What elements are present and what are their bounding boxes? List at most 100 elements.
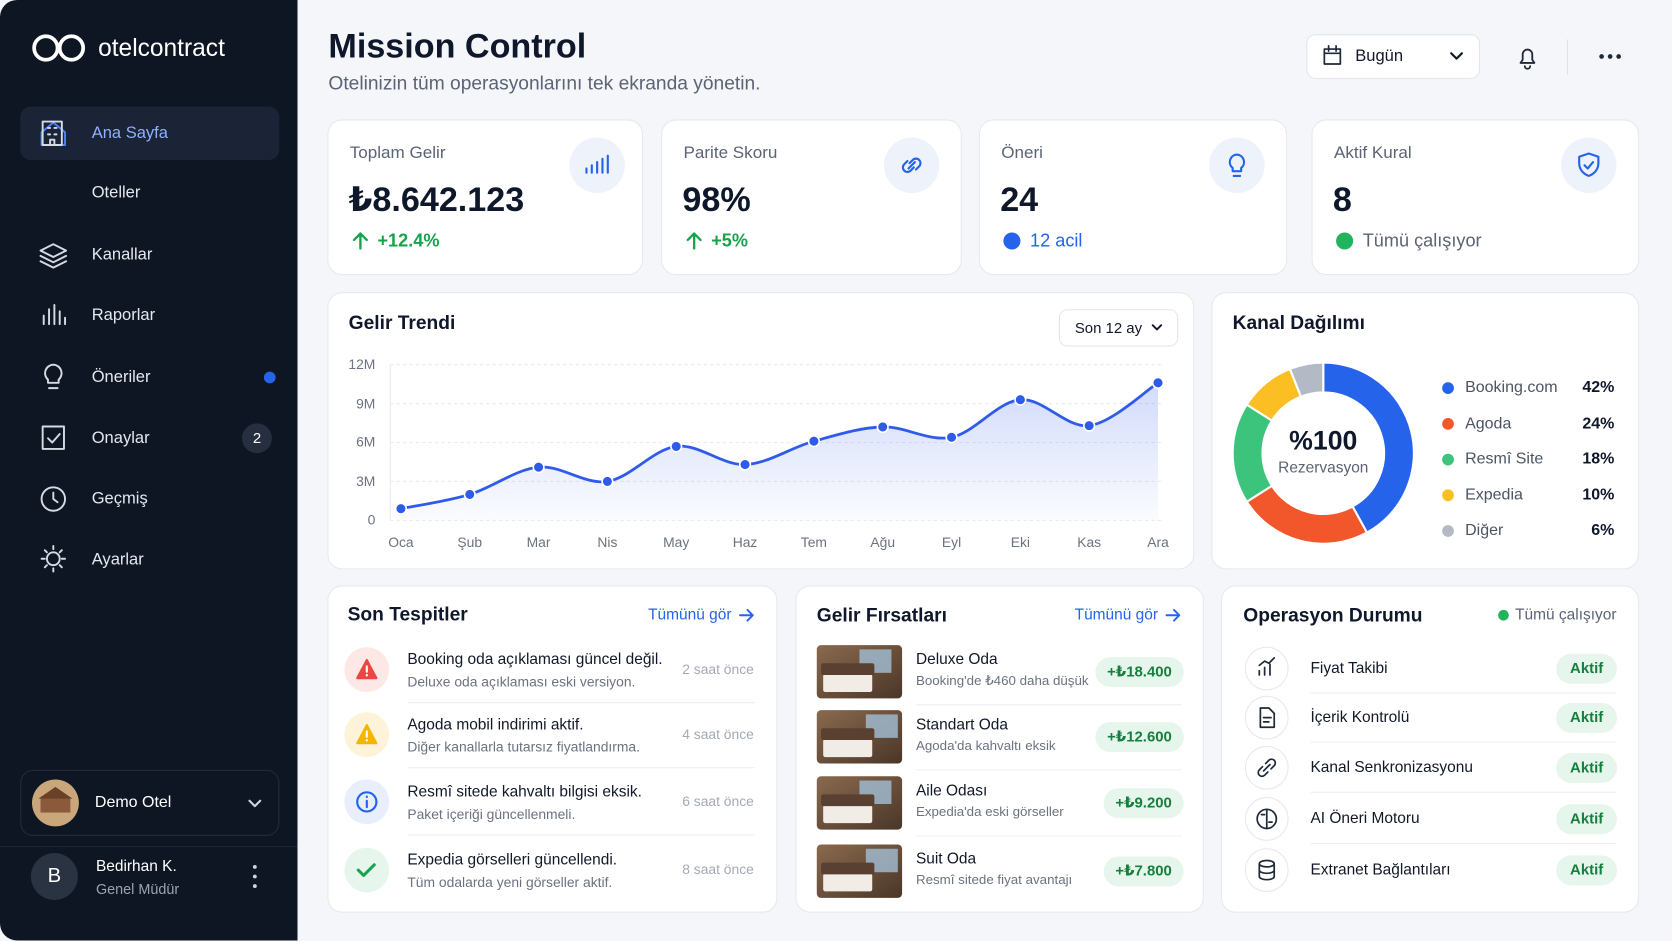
overall-status: Tümü çalışıyor — [1515, 606, 1617, 624]
room-thumbnail — [816, 776, 903, 830]
nav-label: Kanallar — [91, 245, 153, 264]
alert-desc: Diğer kanallarla tutarsız fiyatlandırma. — [407, 738, 640, 755]
slice — [1288, 361, 1325, 399]
alert-time: 2 saat önce — [682, 660, 754, 677]
hotel-name: Demo Otel — [94, 792, 172, 812]
section-title: Operasyon Durumu — [1243, 604, 1423, 626]
service-icon — [1258, 657, 1276, 676]
alert-title: Agoda mobil indirimi aktif. — [407, 716, 584, 734]
slice — [1322, 361, 1415, 535]
amount-pill: +₺7.800 — [1103, 856, 1184, 886]
service-name: AI Öneri Motoru — [1310, 810, 1420, 828]
legend-swatch — [1442, 489, 1454, 502]
point — [1151, 376, 1165, 389]
nav-label: Ayarlar — [91, 550, 144, 569]
date-filter[interactable] — [1306, 34, 1481, 79]
room-bed — [823, 805, 873, 824]
y-tick-label: 9M — [356, 394, 376, 411]
legend-value: 10% — [1582, 485, 1615, 504]
service-name: Kanal Senkronizasyonu — [1310, 759, 1473, 777]
status-pill: Aktif — [1556, 855, 1618, 885]
status-pill: Aktif — [1556, 753, 1618, 783]
x-tick-label: Nis — [597, 534, 618, 551]
point — [394, 502, 408, 515]
chevron — [248, 799, 262, 808]
room-bed — [823, 673, 873, 693]
status-dot — [1003, 232, 1021, 250]
up-arrow — [352, 232, 368, 250]
nav-icon — [40, 544, 67, 573]
detections-card — [327, 585, 778, 913]
alert-desc: Tüm odalarda yeni görseller aktif. — [407, 874, 613, 891]
service-name: İçerik Kontrolü — [1310, 709, 1410, 727]
kpi-value: 8 — [1332, 180, 1352, 219]
chart-title: Gelir Trendi — [348, 312, 456, 334]
alert-time: 6 saat önce — [682, 793, 754, 810]
x-tick-label: Eyl — [941, 534, 962, 551]
hotel-avatar-building — [40, 797, 71, 813]
status-dot — [1336, 232, 1354, 250]
legend-label: Expedia — [1465, 485, 1523, 504]
point — [1083, 419, 1096, 432]
nav-icon — [39, 243, 68, 269]
room-headboard — [821, 862, 875, 875]
room-name: Deluxe Oda — [915, 651, 998, 669]
room-headboard — [821, 794, 875, 807]
status-pill: Aktif — [1556, 702, 1618, 733]
legend-label: Resmî Site — [1465, 449, 1544, 468]
x-tick-label: May — [663, 534, 690, 551]
kpi-value: 98% — [682, 180, 751, 219]
x-tick-label: Ağu — [870, 534, 896, 551]
notification-dot — [263, 371, 276, 384]
room-bed — [823, 738, 873, 758]
page-subtitle: Otelinizin tüm operasyonlarını tek ekran… — [328, 72, 761, 94]
user-avatar — [30, 853, 78, 900]
alert-desc: Deluxe oda açıklaması eski versiyon. — [407, 673, 636, 690]
x-tick-label: Mar — [526, 534, 551, 551]
status-pill: Aktif — [1556, 653, 1618, 684]
section-title: Gelir Fırsatları — [816, 604, 947, 626]
room-name: Aile Odası — [915, 782, 988, 800]
alert-time: 8 saat önce — [682, 861, 754, 878]
page-title: Mission Control — [328, 26, 587, 66]
legend-label: Booking.com — [1465, 378, 1558, 397]
kpi-icon-bg — [1561, 137, 1617, 194]
logo-ring — [57, 34, 86, 62]
kpi-icon — [585, 154, 609, 174]
room-desc: Booking'de ₺460 daha düşük — [915, 673, 1089, 688]
nav-label: Öneriler — [91, 368, 151, 387]
menu-dot — [252, 864, 257, 869]
room-name: Suit Oda — [915, 850, 977, 868]
legend-swatch — [1442, 382, 1454, 394]
view-all-link[interactable]: Tümünü gör — [648, 606, 732, 624]
legend-swatch — [1442, 525, 1454, 537]
chart-title: Kanal Dağılımı — [1232, 312, 1365, 334]
service-icon — [1256, 808, 1278, 830]
room-thumbnail — [816, 710, 903, 764]
legend-value: 24% — [1582, 413, 1615, 432]
donut-center-value: %100 — [1289, 425, 1358, 456]
service-icon — [1257, 758, 1277, 778]
x-tick-label: Eki — [1010, 534, 1030, 551]
alert-title: Resmî sitede kahvaltı bilgisi eksik. — [407, 783, 642, 801]
service-icon — [1258, 859, 1276, 881]
nav-item[interactable] — [20, 106, 280, 160]
service-icon-bg — [1244, 646, 1289, 691]
hotel-selector[interactable] — [20, 769, 280, 836]
point — [463, 488, 476, 501]
point — [807, 435, 821, 448]
room-headboard — [821, 728, 875, 741]
area — [400, 382, 1159, 521]
room-desc: Resmî sitede fiyat avantajı — [915, 872, 1073, 888]
arrow-icon — [739, 608, 754, 622]
amount-pill: +₺12.600 — [1095, 722, 1184, 752]
view-all-link[interactable]: Tümünü gör — [1074, 606, 1159, 624]
status-dot — [1498, 609, 1509, 621]
logo-ring — [32, 34, 60, 62]
up-arrow — [686, 232, 702, 250]
room-headboard — [821, 663, 875, 675]
